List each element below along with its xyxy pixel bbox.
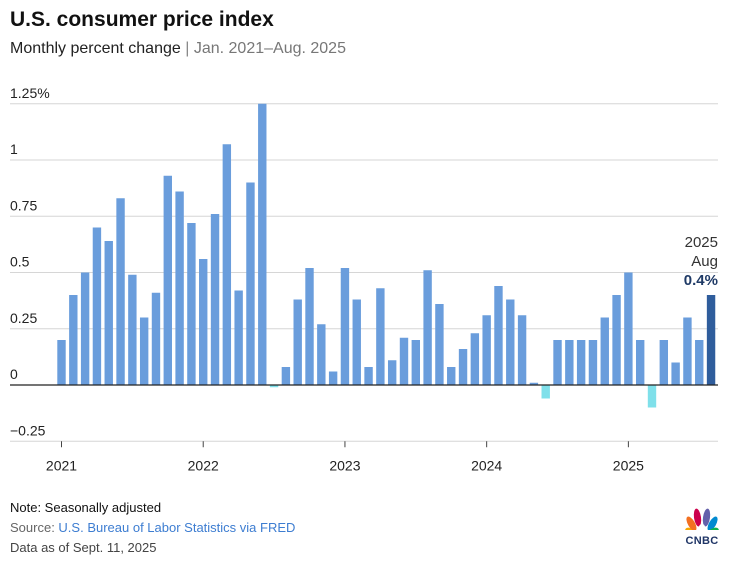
bar <box>210 214 220 385</box>
bar <box>423 270 432 385</box>
bar <box>376 288 385 385</box>
bar <box>258 103 267 385</box>
chart-title: U.S. consumer price index <box>10 8 274 31</box>
latest-value-annotation: 2025 Aug 0.4% <box>684 234 718 289</box>
bar <box>163 175 172 385</box>
bar <box>340 268 350 385</box>
bar <box>695 340 704 385</box>
bar <box>470 333 480 385</box>
bar <box>494 286 503 385</box>
bar <box>576 340 586 385</box>
bar <box>482 315 491 385</box>
bar <box>328 371 338 385</box>
bar <box>506 299 515 385</box>
bar <box>317 324 326 385</box>
bar <box>104 241 113 385</box>
bar <box>116 198 125 385</box>
peacock-icon <box>685 508 719 538</box>
bar <box>565 340 574 385</box>
bar <box>517 315 527 385</box>
bar <box>706 295 716 385</box>
x-tick-label: 2022 <box>188 457 219 473</box>
bar <box>387 360 397 385</box>
bar <box>671 362 680 385</box>
bar <box>175 191 184 385</box>
data-as-of: Data as of Sept. 11, 2025 <box>10 540 157 555</box>
bar <box>234 290 243 385</box>
bar <box>659 340 669 385</box>
bar <box>305 268 314 385</box>
annotation-value: 0.4% <box>684 272 718 289</box>
bar <box>269 385 279 388</box>
bar <box>139 317 149 385</box>
bar <box>92 227 102 385</box>
source-line: Source: U.S. Bureau of Labor Statistics … <box>10 520 295 535</box>
cnbc-logo: CNBC <box>684 508 720 547</box>
y-tick-label: 0.75 <box>10 197 37 213</box>
bar <box>435 304 444 385</box>
x-tick-label: 2024 <box>471 457 502 473</box>
bar <box>529 382 539 385</box>
subtitle-range: Jan. 2021–Aug. 2025 <box>193 40 346 57</box>
y-tick-label: 0.25 <box>10 310 37 326</box>
bar <box>612 295 621 385</box>
y-tick-label: 0.5 <box>10 254 30 270</box>
logo-text: CNBC <box>685 535 719 547</box>
bar <box>647 385 657 408</box>
bar <box>683 317 692 385</box>
subtitle-text: Monthly percent change <box>10 40 181 57</box>
bar <box>199 259 208 385</box>
bar <box>293 299 302 385</box>
annotation-year: 2025 <box>685 234 718 251</box>
source-link[interactable]: U.S. Bureau of Labor Statistics via FRED <box>58 520 296 535</box>
bar <box>635 340 645 385</box>
y-tick-label: 1 <box>10 141 18 157</box>
bar <box>57 340 66 385</box>
y-tick-label: 1.25% <box>10 85 50 101</box>
bar <box>187 223 196 385</box>
bar <box>541 385 550 399</box>
bar <box>447 367 456 385</box>
bar <box>128 274 137 385</box>
bar <box>151 292 161 385</box>
bar <box>246 182 255 385</box>
bar <box>69 295 78 385</box>
bar <box>624 272 633 385</box>
bar <box>352 299 361 385</box>
bar <box>281 367 291 385</box>
chart-subtitle: Monthly percent change | Jan. 2021–Aug. … <box>10 40 346 57</box>
bar-chart: 1.25% 1 0.75 0.5 0.25 0 −0.25 2021 2022 2023 2024… <box>10 85 718 473</box>
bar <box>364 367 373 385</box>
x-tick-label: 2023 <box>329 457 360 473</box>
footnote: Note: Seasonally adjusted <box>10 500 162 515</box>
bar <box>80 272 90 385</box>
bar <box>458 349 468 385</box>
x-tick-label: 2021 <box>46 457 77 473</box>
source-label: Source: <box>10 520 59 535</box>
bar <box>553 340 562 385</box>
bar <box>411 340 420 385</box>
y-tick-label: −0.25 <box>10 422 46 438</box>
bar <box>588 340 598 385</box>
bar <box>222 144 232 385</box>
bar <box>399 337 409 385</box>
x-tick-label: 2025 <box>613 457 644 473</box>
y-tick-label: 0 <box>10 366 18 382</box>
annotation-month: Aug <box>691 253 718 270</box>
bar <box>600 317 609 385</box>
